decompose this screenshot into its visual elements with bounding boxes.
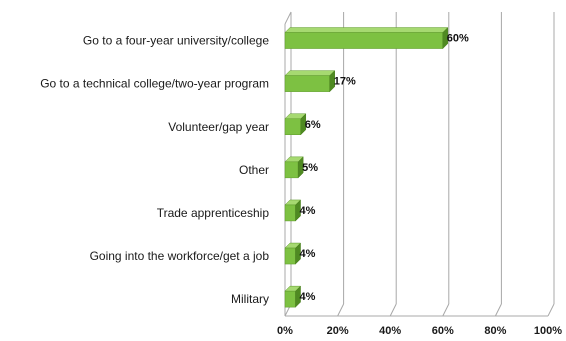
x-tick-label: 60% xyxy=(432,325,454,337)
x-tick-label: 0% xyxy=(277,325,293,337)
gridline-floor xyxy=(547,303,555,317)
bar xyxy=(284,242,302,265)
bar-front-face xyxy=(284,161,299,179)
gridline-floor xyxy=(337,303,345,317)
data-label: 5% xyxy=(302,162,318,174)
bar-front-face xyxy=(284,75,330,92)
bar xyxy=(284,26,449,50)
data-label: 4% xyxy=(300,248,316,260)
chart-labels: 0% 20% 40% 60% 80% 100% Go to a four-year univ… xyxy=(40,33,562,337)
gridline-floor xyxy=(389,303,397,317)
bar-side-face xyxy=(329,70,335,93)
data-label: 17% xyxy=(334,76,356,88)
bar-side-face xyxy=(295,285,301,308)
bar-front-face xyxy=(284,247,296,265)
bar xyxy=(284,113,307,136)
bar-side-face xyxy=(295,242,301,265)
gridline-floor xyxy=(494,303,502,317)
bar-side-face xyxy=(295,199,301,222)
x-tick-label: 40% xyxy=(379,325,401,337)
bar-front-face xyxy=(284,32,444,49)
bar-top-face xyxy=(284,27,449,33)
data-label: 4% xyxy=(300,291,316,303)
bar-side-face xyxy=(300,113,307,136)
chart-bars xyxy=(284,26,449,308)
x-tick-label: 20% xyxy=(327,325,349,337)
chart-grid xyxy=(284,11,555,317)
data-label: 60% xyxy=(447,33,469,45)
category-label: Go to a four-year university/college xyxy=(83,34,269,48)
bar-side-face xyxy=(297,156,304,179)
bar xyxy=(284,199,302,222)
bar-front-face xyxy=(284,204,296,222)
category-label: Trade apprenticeship xyxy=(157,206,270,220)
axis-left-top xyxy=(284,11,292,25)
category-label: Go to a technical college/two-year progr… xyxy=(40,77,269,91)
data-label: 4% xyxy=(300,205,316,217)
category-label: Volunteer/gap year xyxy=(168,120,269,134)
x-tick-label: 100% xyxy=(534,325,562,337)
bar xyxy=(284,285,302,308)
bar xyxy=(284,156,304,179)
category-label: Military xyxy=(231,292,269,306)
category-label: Other xyxy=(239,163,269,177)
x-tick-label: 80% xyxy=(484,325,506,337)
bar xyxy=(284,70,336,93)
category-label: Going into the workforce/get a job xyxy=(90,249,270,263)
bar-top-face xyxy=(284,70,336,76)
bar-side-face xyxy=(442,26,449,50)
bar-front-face xyxy=(284,290,296,308)
data-label: 6% xyxy=(305,119,321,131)
gridline-floor xyxy=(442,303,450,317)
bar-front-face xyxy=(284,118,302,135)
